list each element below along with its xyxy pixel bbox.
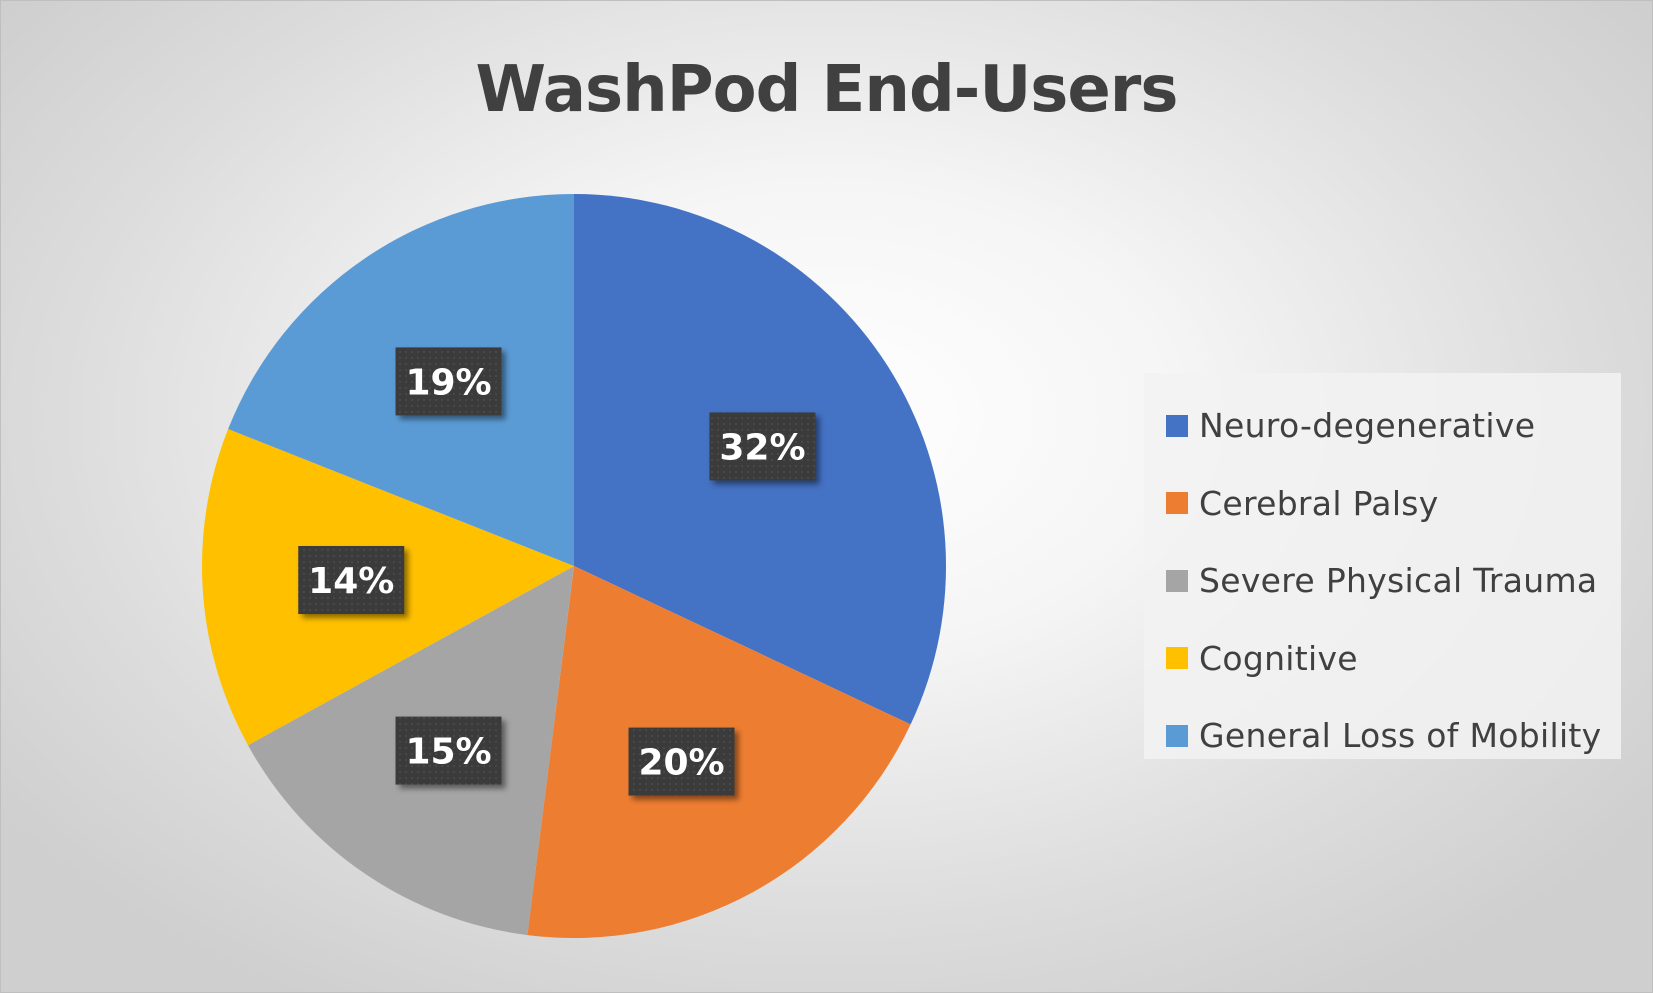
- legend: Neuro-degenerative Cerebral Palsy Severe P…: [1144, 373, 1621, 759]
- chart-title: WashPod End-Users: [475, 53, 1179, 127]
- legend-item: Cognitive: [1144, 620, 1621, 698]
- data-label-text: 14%: [308, 561, 394, 602]
- legend-label: General Loss of Mobility: [1199, 716, 1602, 756]
- legend-item: Severe Physical Trauma: [1144, 542, 1621, 620]
- data-label-neuro-degenerative: 32%: [709, 412, 816, 481]
- legend-label: Neuro-degenerative: [1199, 406, 1536, 446]
- data-label-general-loss-of-mobility: 19%: [395, 347, 502, 416]
- legend-label: Severe Physical Trauma: [1199, 561, 1598, 601]
- legend-swatch: [1166, 569, 1188, 592]
- legend-swatch: [1166, 647, 1188, 670]
- data-label-box: [395, 347, 502, 416]
- legend-item: Cerebral Palsy: [1144, 465, 1621, 543]
- data-label-severe-physical-trauma: 15%: [395, 716, 502, 785]
- legend-label: Cognitive: [1199, 638, 1358, 678]
- data-label-box: [395, 716, 502, 785]
- data-label-box: [709, 412, 816, 481]
- legend-swatch: [1166, 414, 1188, 437]
- data-label-cerebral-palsy: 20%: [628, 727, 735, 796]
- data-label-text: 15%: [405, 732, 491, 773]
- legend-swatch: [1166, 492, 1188, 515]
- data-label-text: 32%: [719, 427, 805, 468]
- legend-item: Neuro-degenerative: [1144, 387, 1621, 465]
- pie-data-labels: 32% 20% 15% 14% 19%: [298, 347, 816, 796]
- data-label-text: 19%: [405, 362, 491, 403]
- data-label-cognitive: 14%: [298, 546, 405, 615]
- data-label-box: [628, 727, 735, 796]
- data-label-text: 20%: [638, 743, 724, 784]
- data-label-box: [298, 546, 405, 615]
- legend-label: Cerebral Palsy: [1199, 483, 1439, 523]
- legend-item: General Loss of Mobility: [1144, 697, 1621, 775]
- legend-swatch: [1166, 724, 1188, 747]
